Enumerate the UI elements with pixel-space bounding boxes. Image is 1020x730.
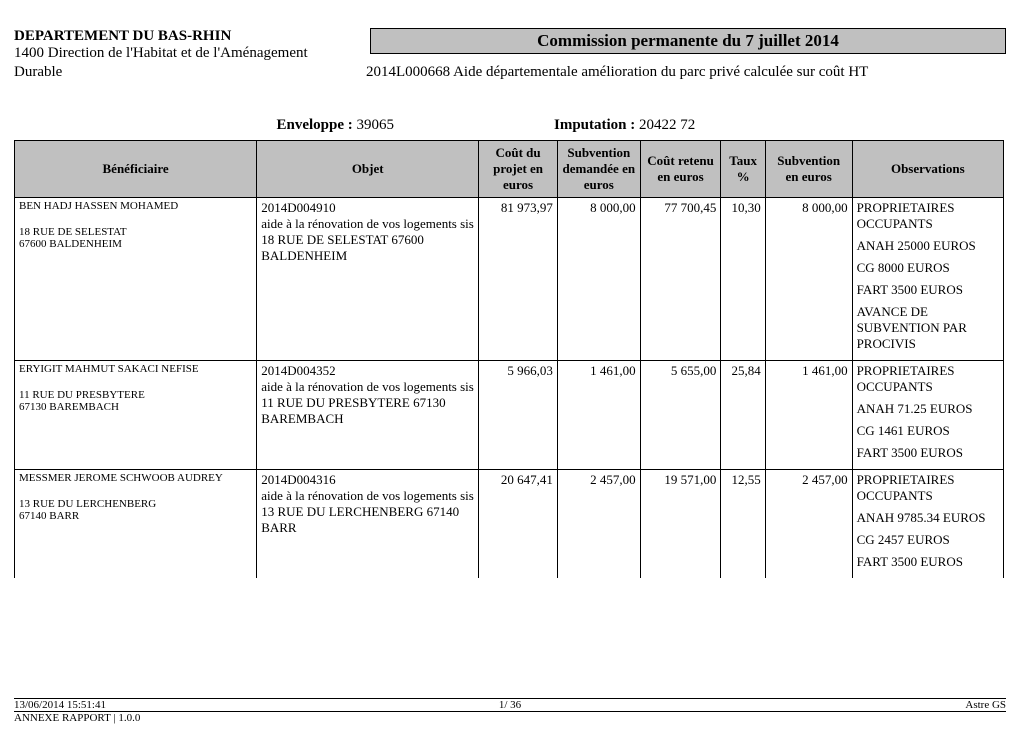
obs-item: FART 3500 EUROS <box>857 282 999 298</box>
dossier-line: 2014L000668 Aide départementale améliora… <box>366 64 1006 81</box>
table-row: BEN HADJ HASSEN MOHAMED 18 RUE DE SELESTA… <box>15 198 1004 361</box>
beneficiaire-addr2: 67600 BALDENHEIM <box>19 238 252 250</box>
beneficiaire-name: MESSMER JEROME SCHWOOB AUDREY <box>19 472 252 484</box>
obs-item: AVANCE DE SUBVENTION PAR PROCIVIS <box>857 304 999 352</box>
obs-item: ANAH 71.25 EUROS <box>857 401 999 417</box>
imputation-value: 20422 72 <box>639 117 695 133</box>
obs-item: PROPRIETAIRES OCCUPANTS <box>857 363 999 395</box>
header-left: DEPARTEMENT DU BAS-RHIN 1400 Direction d… <box>14 28 366 62</box>
cout-retenu: 77 700,45 <box>640 198 721 361</box>
cout-projet: 81 973,97 <box>479 198 558 361</box>
table-row: ERYIGIT MAHMUT SAKACI NEFISE 11 RUE DU PR… <box>15 361 1004 470</box>
obs-item: ANAH 9785.34 EUROS <box>857 510 999 526</box>
beneficiaire-addr1: 13 RUE DU LERCHENBERG <box>19 498 252 510</box>
subtitle-row: Durable 2014L000668 Aide départementale … <box>14 64 1006 81</box>
footer-annex: ANNEXE RAPPORT | 1.0.0 <box>14 712 1006 724</box>
observations: PROPRIETAIRES OCCUPANTS ANAH 71.25 EUROS C… <box>852 361 1003 470</box>
col-subv-euros: Subvention en euros <box>765 141 852 198</box>
objet-desc: aide à la rénovation de vos logements si… <box>261 216 474 264</box>
col-subv-demandee: Subvention demandée en euros <box>557 141 640 198</box>
table-header-row: Bénéficiaire Objet Coût du projet en eur… <box>15 141 1004 198</box>
subv-euros: 2 457,00 <box>765 470 852 579</box>
objet-ref: 2014D004910 <box>261 200 474 216</box>
obs-item: CG 1461 EUROS <box>857 423 999 439</box>
obs-item: PROPRIETAIRES OCCUPANTS <box>857 200 999 232</box>
obs-item: ANAH 25000 EUROS <box>857 238 999 254</box>
header-row: DEPARTEMENT DU BAS-RHIN 1400 Direction d… <box>14 28 1006 62</box>
observations: PROPRIETAIRES OCCUPANTS ANAH 9785.34 EURO… <box>852 470 1003 579</box>
imputation-label: Imputation : <box>554 117 635 133</box>
direction-line2: Durable <box>14 64 366 81</box>
objet-ref: 2014D004352 <box>261 363 474 379</box>
main-table: Bénéficiaire Objet Coût du projet en eur… <box>14 140 1004 578</box>
footer-timestamp: 13/06/2014 15:51:41 <box>14 699 345 711</box>
beneficiaire-name: ERYIGIT MAHMUT SAKACI NEFISE <box>19 363 252 375</box>
enveloppe-row: Enveloppe : 39065 Imputation : 20422 72 <box>14 117 1006 134</box>
cout-projet: 20 647,41 <box>479 470 558 579</box>
beneficiaire-addr1: 18 RUE DE SELESTAT <box>19 226 252 238</box>
department-title: DEPARTEMENT DU BAS-RHIN <box>14 28 366 45</box>
col-observations: Observations <box>852 141 1003 198</box>
enveloppe-value: 39065 <box>357 117 395 133</box>
objet-desc: aide à la rénovation de vos logements si… <box>261 379 474 427</box>
footer-page: 1/ 36 <box>345 699 676 711</box>
col-cout-retenu: Coût retenu en euros <box>640 141 721 198</box>
cout-retenu: 19 571,00 <box>640 470 721 579</box>
taux: 12,55 <box>721 470 765 579</box>
beneficiaire-addr1: 11 RUE DU PRESBYTERE <box>19 389 252 401</box>
subv-demandee: 2 457,00 <box>557 470 640 579</box>
col-taux: Taux % <box>721 141 765 198</box>
obs-item: CG 2457 EUROS <box>857 532 999 548</box>
objet-desc: aide à la rénovation de vos logements si… <box>261 488 474 536</box>
col-cout-projet: Coût du projet en euros <box>479 141 558 198</box>
footer-system: Astre GS <box>675 699 1006 711</box>
obs-item: FART 3500 EUROS <box>857 445 999 461</box>
obs-item: CG 8000 EUROS <box>857 260 999 276</box>
obs-item: FART 3500 EUROS <box>857 554 999 570</box>
observations: PROPRIETAIRES OCCUPANTS ANAH 25000 EUROS C… <box>852 198 1003 361</box>
commission-title-bar: Commission permanente du 7 juillet 2014 <box>370 28 1006 54</box>
beneficiaire-name: BEN HADJ HASSEN MOHAMED <box>19 200 252 212</box>
enveloppe-label: Enveloppe : <box>276 117 352 133</box>
cout-retenu: 5 655,00 <box>640 361 721 470</box>
subv-euros: 1 461,00 <box>765 361 852 470</box>
obs-item: PROPRIETAIRES OCCUPANTS <box>857 472 999 504</box>
beneficiaire-addr2: 67140 BARR <box>19 510 252 522</box>
subv-demandee: 1 461,00 <box>557 361 640 470</box>
table-row: MESSMER JEROME SCHWOOB AUDREY 13 RUE DU L… <box>15 470 1004 579</box>
beneficiaire-addr2: 67130 BAREMBACH <box>19 401 252 413</box>
objet-ref: 2014D004316 <box>261 472 474 488</box>
footer: 13/06/2014 15:51:41 1/ 36 Astre GS ANNEX… <box>14 698 1006 724</box>
taux: 25,84 <box>721 361 765 470</box>
taux: 10,30 <box>721 198 765 361</box>
subv-euros: 8 000,00 <box>765 198 852 361</box>
subv-demandee: 8 000,00 <box>557 198 640 361</box>
cout-projet: 5 966,03 <box>479 361 558 470</box>
col-objet: Objet <box>257 141 479 198</box>
direction-line1: 1400 Direction de l'Habitat et de l'Amén… <box>14 45 366 62</box>
col-beneficiaire: Bénéficiaire <box>15 141 257 198</box>
